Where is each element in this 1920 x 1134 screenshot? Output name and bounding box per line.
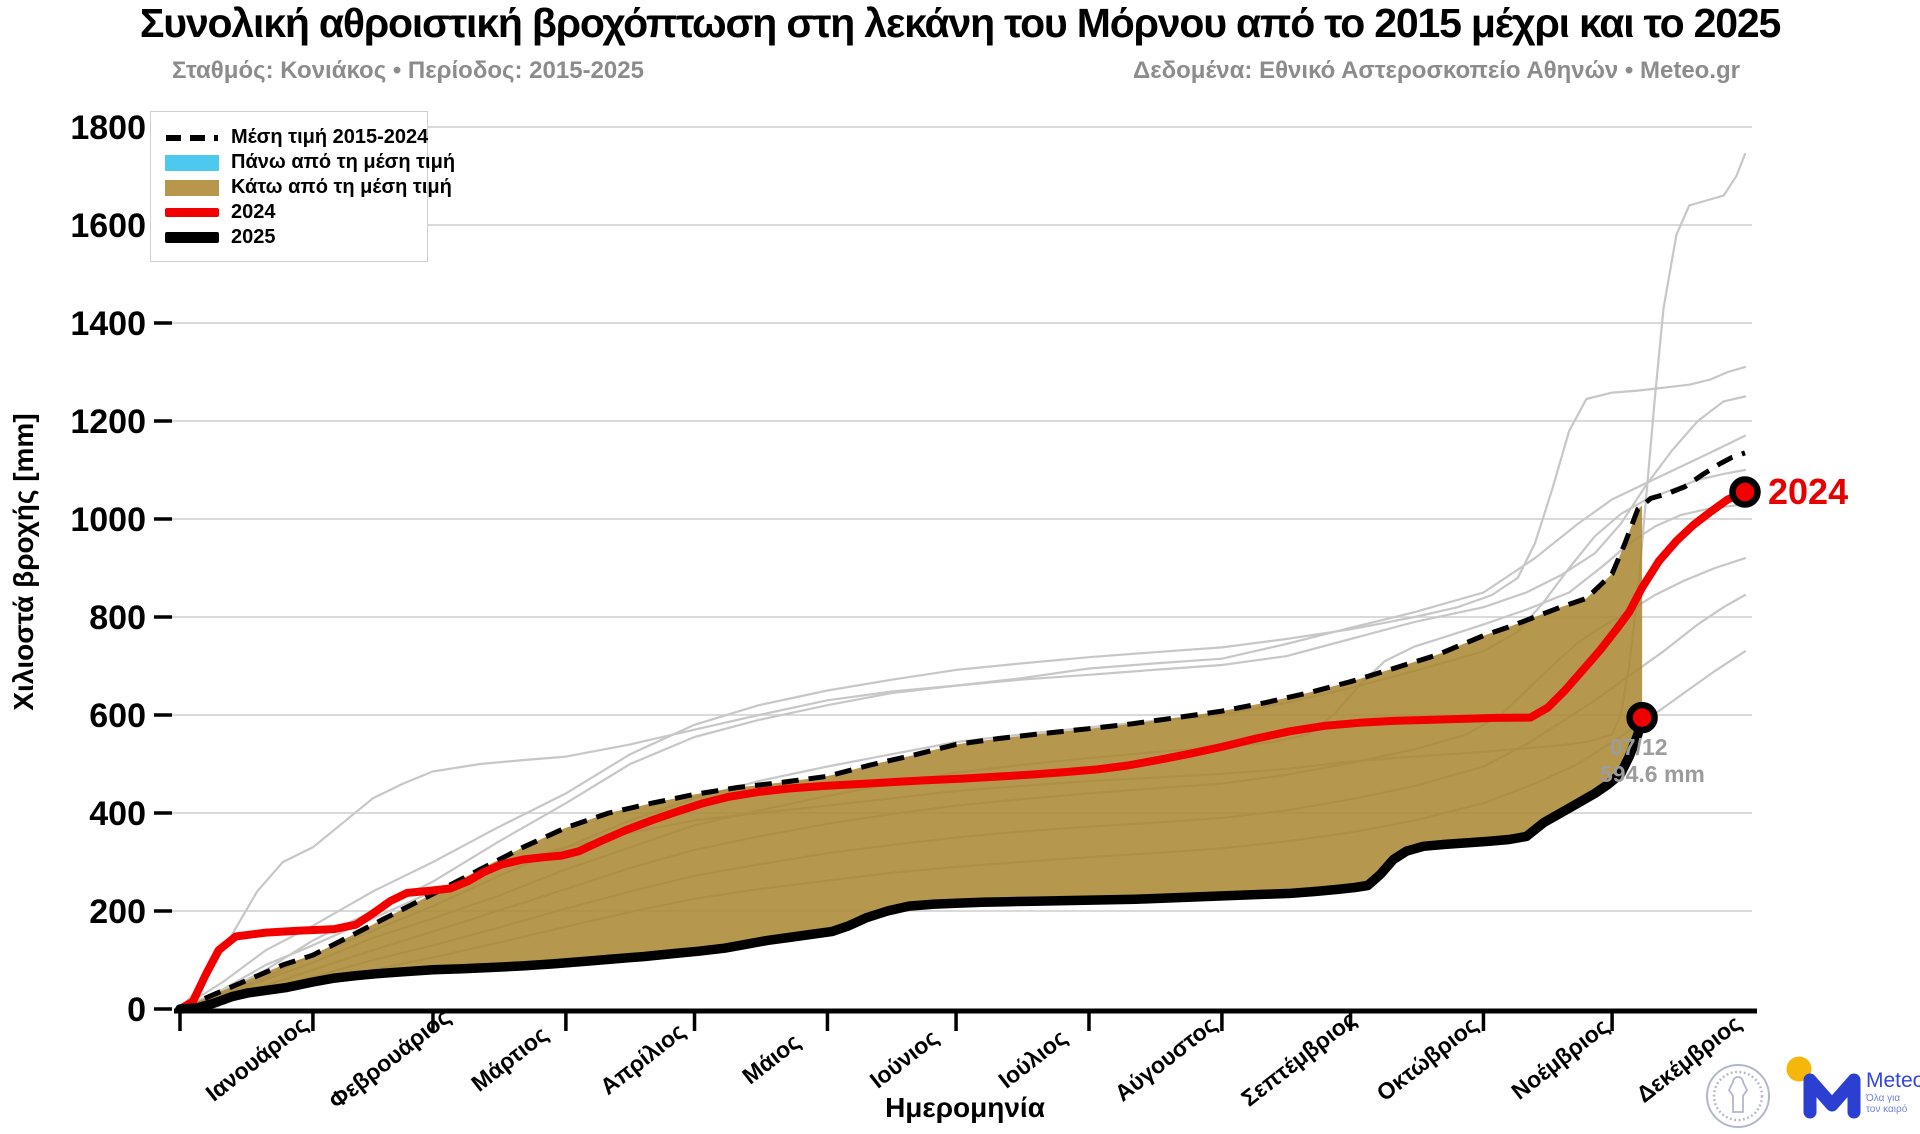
seal-figure xyxy=(1727,1076,1749,1113)
endpoint-value: 594.6 mm xyxy=(1600,761,1705,787)
legend-item-2025: 2025 xyxy=(165,225,417,250)
x-tick-label-month: Απρίλιος xyxy=(595,1018,690,1100)
legend-label: Μέση τιμή 2015-2024 xyxy=(231,126,429,148)
endpoint-marker-2024 xyxy=(1729,476,1761,508)
x-axis-title: Ημερομηνία xyxy=(885,1092,1045,1123)
y-axis-title: Χιλιοστά βροχής [mm] xyxy=(8,413,39,711)
year-line xyxy=(178,366,1747,1011)
observatory-seal-logo xyxy=(1706,1064,1770,1128)
legend-label: 2024 xyxy=(231,201,276,223)
annotation-2025-endpoint: 07/12 594.6 mm xyxy=(1600,734,1705,788)
y-tick-label: 0 xyxy=(127,991,146,1029)
data-source-subtitle: Δεδομένα: Εθνικό Αστεροσκοπείο Αθηνών • … xyxy=(1132,57,1740,84)
annotation-2024-label: 2024 xyxy=(1768,471,1849,512)
legend-item-2024: 2024 xyxy=(165,200,417,225)
meteo-tagline-line1: Όλα για xyxy=(1865,1093,1900,1104)
station-subtitle: Σταθμός: Κονιάκος • Περίοδος: 2015-2025 xyxy=(172,57,644,84)
legend-label: 2025 xyxy=(231,226,276,248)
y-tick-label: 400 xyxy=(89,795,146,833)
legend-item-below-mean: Κάτω από τη μέση τιμή xyxy=(165,175,452,200)
y-tick-label: 800 xyxy=(89,599,146,637)
meteo-tagline-line2: τον καιρό xyxy=(1866,1103,1908,1115)
y-tick-label: 600 xyxy=(89,697,146,735)
chart-title: Συνολική αθροιστική βροχόπτωση στη λεκάν… xyxy=(139,0,1781,46)
x-tick-label-month: Μάιος xyxy=(737,1028,805,1089)
seal-text-ring xyxy=(1712,1070,1764,1122)
line-2025 xyxy=(175,712,1647,1014)
legend-box: Μέση τιμή 2015-2024 Πάνω από τη μέση τιμ… xyxy=(150,111,455,262)
fill-below-mean xyxy=(180,505,1643,1009)
legend-label: Πάνω από τη μέση τιμή xyxy=(231,151,456,173)
legend-item-above-mean: Πάνω από τη μέση τιμή xyxy=(165,150,455,175)
red-line-swatch xyxy=(165,208,219,217)
line-2024 xyxy=(176,488,1749,1013)
dashed-line-swatch xyxy=(165,129,219,147)
meteo-m-icon xyxy=(1803,1073,1861,1119)
y-tick-label: 200 xyxy=(89,893,146,931)
legend-item-mean: Μέση τιμή 2015-2024 xyxy=(165,125,428,150)
cyan-fill-swatch xyxy=(165,154,219,171)
year-line xyxy=(178,434,1747,1011)
x-tick-label-month: Μάρτιος xyxy=(466,1021,553,1097)
y-tick-label: 1200 xyxy=(70,403,146,441)
x-tick-label-month: Ιούλιος xyxy=(993,1024,1071,1093)
y-tick-label: 1600 xyxy=(70,207,146,245)
y-tick-label: 1400 xyxy=(70,305,146,343)
legend-label: Κάτω από τη μέση τιμή xyxy=(231,176,452,198)
y-tick-label: 1000 xyxy=(70,501,146,539)
endpoint-date: 07/12 xyxy=(1610,734,1668,760)
x-tick-label-month: Ιούνιος xyxy=(865,1024,943,1093)
y-tick-label: 1800 xyxy=(70,109,146,147)
meteo-yellow-dot xyxy=(1786,1056,1812,1082)
seal-outer-circle xyxy=(1706,1064,1770,1128)
black-line-swatch xyxy=(165,232,219,243)
endpoint-marker-2025 xyxy=(1626,701,1658,734)
x-tick-label-month: Νοέμβριος xyxy=(1506,1013,1613,1105)
tan-fill-swatch xyxy=(165,179,219,196)
meteo-wordmark: Meteo xyxy=(1866,1069,1920,1092)
